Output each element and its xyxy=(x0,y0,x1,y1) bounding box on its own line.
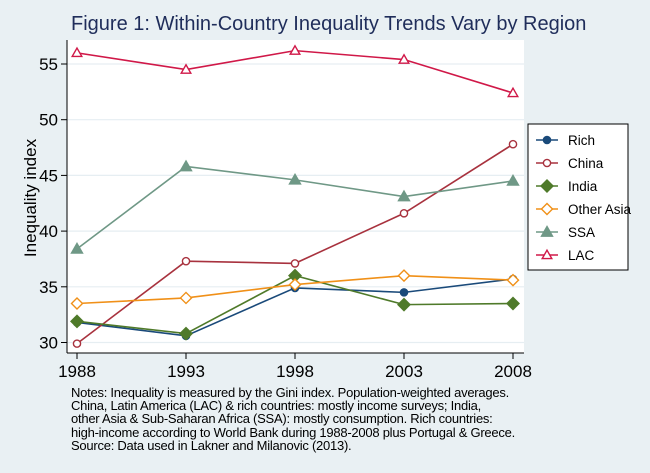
legend-item-ssa: SSA xyxy=(536,225,595,240)
notes-line: other Asia & Sub-Saharan Africa (SSA): m… xyxy=(71,411,493,427)
notes-line: China, Latin America (LAC) & rich countr… xyxy=(71,398,481,414)
y-axis: 30 35 40 45 50 55 xyxy=(39,40,68,353)
legend: Rich China India Other Asia SSA LAC xyxy=(527,123,632,271)
data-point-lac xyxy=(179,63,193,74)
y-axis-label: Inequality index xyxy=(21,138,40,257)
data-point-lac xyxy=(397,53,411,64)
series-ssa xyxy=(70,159,520,254)
legend-label: China xyxy=(568,156,604,171)
legend-label: Rich xyxy=(568,133,595,148)
legend-item-rich: Rich xyxy=(536,133,595,148)
data-point-ssa xyxy=(397,189,411,202)
legend-label: India xyxy=(568,179,598,194)
legend-marker xyxy=(540,202,554,216)
x-tick-label: 1998 xyxy=(276,362,314,380)
data-point-china xyxy=(72,339,82,348)
series-india xyxy=(70,268,520,341)
chart-title: Figure 1: Within-Country Inequality Tren… xyxy=(71,13,586,35)
notes-line: high-income according to World Bank duri… xyxy=(71,424,515,440)
chart: Figure 1: Within-Country Inequality Tren… xyxy=(21,13,632,380)
notes-line: Notes: Inequality is measured by the Gin… xyxy=(71,385,509,400)
data-point-india xyxy=(179,326,193,341)
legend-label: Other Asia xyxy=(568,202,632,217)
x-axis: 1988 1993 1998 2003 2008 xyxy=(58,352,532,380)
data-point-india xyxy=(506,296,520,311)
legend-item-china: China xyxy=(536,156,604,171)
y-tick-label: 30 xyxy=(39,334,58,353)
data-point-china xyxy=(290,259,300,268)
legend-marker xyxy=(540,248,554,260)
legend-marker xyxy=(540,225,554,237)
y-tick-label: 40 xyxy=(39,222,58,241)
data-point-ssa xyxy=(506,174,520,186)
data-point-india xyxy=(70,314,84,329)
legend-marker xyxy=(542,135,552,145)
legend-marker xyxy=(542,158,552,168)
data-point-ssa xyxy=(70,242,84,254)
data-point-china xyxy=(508,139,518,149)
data-point-ssa xyxy=(179,159,193,172)
data-point-ssa xyxy=(288,172,302,185)
x-tick-label: 2003 xyxy=(385,362,423,380)
data-point-india xyxy=(397,297,411,312)
legend-item-other-asia: Other Asia xyxy=(536,202,632,217)
legend-box xyxy=(527,123,629,271)
legend-item-india: India xyxy=(536,179,598,194)
data-point-lac xyxy=(70,46,84,58)
y-tick-label: 35 xyxy=(39,278,58,297)
data-point-other-asia xyxy=(506,273,520,287)
x-tick-label: 1993 xyxy=(167,362,205,380)
series-group xyxy=(70,44,520,348)
plot-area xyxy=(67,40,524,353)
x-tick-label: 1988 xyxy=(58,362,96,380)
data-point-china xyxy=(399,208,409,218)
legend-label: LAC xyxy=(568,248,595,263)
legend-marker xyxy=(540,179,554,193)
data-point-rich xyxy=(399,288,409,297)
legend-label: SSA xyxy=(568,225,595,240)
notes-line: Source: Data used in Lakner and Milanovi… xyxy=(71,437,352,453)
series-other-asia xyxy=(70,269,520,310)
legend-item-lac: LAC xyxy=(536,248,595,263)
y-tick-label: 50 xyxy=(39,111,58,130)
data-point-other-asia xyxy=(397,269,411,283)
series-china xyxy=(72,139,518,348)
data-point-lac xyxy=(288,44,302,55)
x-tick-label: 2008 xyxy=(494,362,532,380)
y-tick-label: 55 xyxy=(39,55,58,74)
y-tick-label: 45 xyxy=(39,166,58,185)
data-point-china xyxy=(181,256,191,266)
data-point-other-asia xyxy=(179,291,193,305)
series-lac xyxy=(70,44,520,98)
data-point-other-asia xyxy=(288,278,302,292)
gridlines xyxy=(67,63,524,344)
data-point-other-asia xyxy=(70,297,84,310)
figure-notes: Notes: Inequality is measured by the Gin… xyxy=(71,386,631,452)
data-point-lac xyxy=(506,86,520,98)
